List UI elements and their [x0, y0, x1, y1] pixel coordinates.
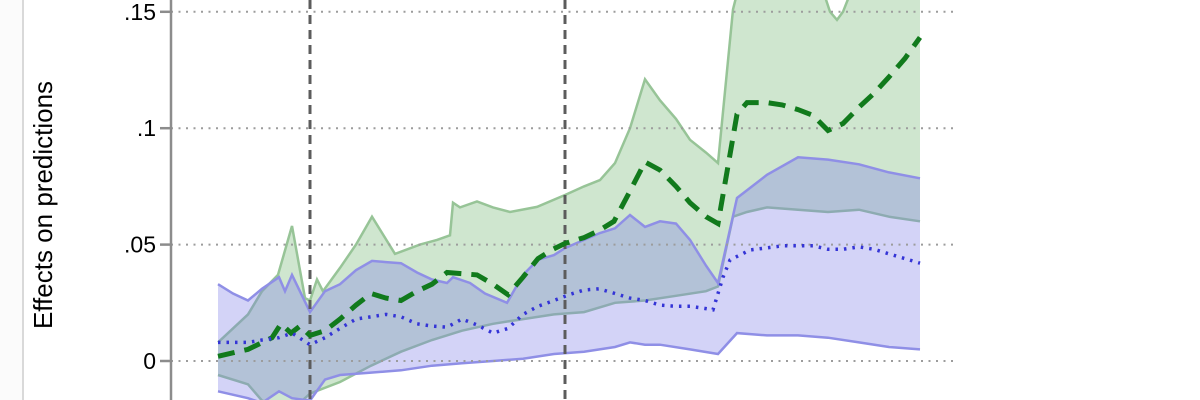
y-tick-label: .1 — [137, 115, 156, 141]
green-dashed-effect-ci-upper-edge — [217, 0, 850, 344]
green-dashed-effect-line — [217, 35, 923, 359]
blue-dotted-effect-line — [218, 244, 921, 347]
green-dashed-effect-ci-lower-edge — [217, 206, 921, 400]
blue-dotted-effect-ci-upper-edge — [217, 156, 921, 315]
y-tick-label: 0 — [143, 348, 156, 374]
blue-dotted-effect-ci-band — [218, 157, 920, 400]
y-axis-title: Effects on predictions — [28, 81, 58, 329]
panel-divider — [22, 0, 24, 400]
y-tick-label: .15 — [124, 0, 156, 25]
y-tick-label: .05 — [124, 232, 156, 258]
page-background-strip — [0, 0, 22, 400]
green-dashed-effect-ci-band — [218, 0, 920, 400]
